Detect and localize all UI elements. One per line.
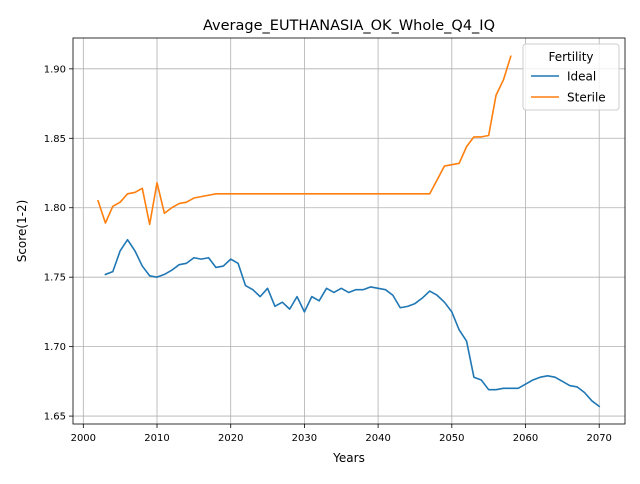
x-tick-label: 2070 [586,433,611,444]
ticks-layer: 2000 2010 2020 2030 2040 2050 2060 2070 1.65 1.70… [44,64,612,444]
x-tick-label: 2040 [365,433,390,444]
x-tick-label: 2010 [144,433,169,444]
y-tick-label: 1.75 [44,273,66,284]
y-tick-label: 1.70 [44,342,66,353]
legend-box [522,43,620,111]
x-tick-label: 2000 [71,433,96,444]
legend-label-sterile: Sterile [567,91,606,105]
plot-frame [72,37,626,425]
series-layer [97,55,601,408]
legend: Fertility Ideal Sterile [522,43,620,111]
x-tick-label: 2030 [292,433,317,444]
x-tick-label: 2060 [513,433,538,444]
y-tick-label: 1.85 [44,134,66,145]
y-tick-label: 1.80 [44,203,66,214]
legend-label-ideal: Ideal [567,70,596,84]
y-tick-label: 1.90 [44,64,66,75]
x-tick-label: 2020 [218,433,243,444]
legend-title: Fertility [548,50,593,64]
x-tick-label: 2050 [439,433,464,444]
chart-title: Average_EUTHANASIA_OK_Whole_Q4_IQ [203,18,495,34]
series-line-ideal [104,238,601,408]
y-axis-label: Score(1-2) [15,200,29,263]
x-axis-label: Years [332,451,365,465]
series-line-sterile [97,55,512,226]
y-tick-label: 1.65 [44,412,66,423]
